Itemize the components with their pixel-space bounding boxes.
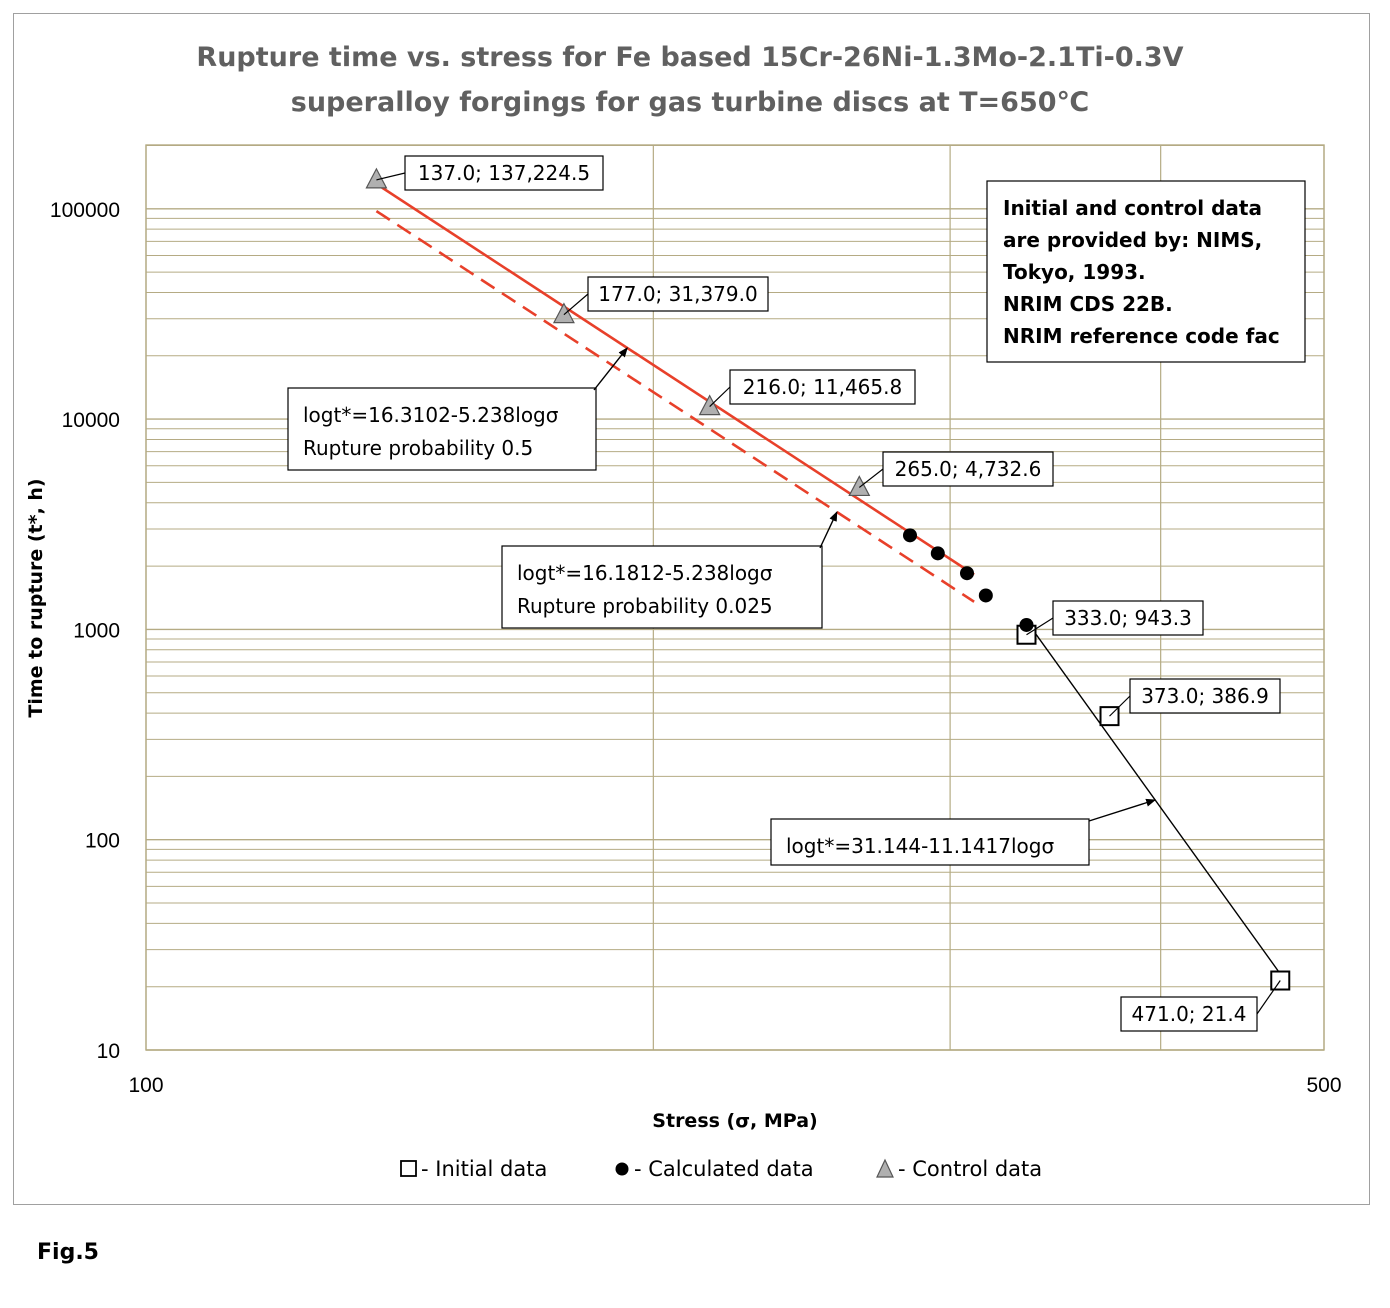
control-data-point xyxy=(698,394,721,416)
source-note: Initial and control data are provided by… xyxy=(986,180,1306,363)
legend-marker-control xyxy=(876,1158,894,1178)
equation-arrow xyxy=(593,347,628,391)
y-tick-label: 10000 xyxy=(62,409,120,432)
point-label-leader xyxy=(1026,617,1054,636)
source-note-line: NRIM CDS 22B. xyxy=(1003,292,1173,316)
equation-arrow xyxy=(819,511,838,549)
y-tick-label: 1000 xyxy=(73,619,120,642)
point-label-leader xyxy=(709,386,731,408)
chart-title: Rupture time vs. stress for Fe based 15C… xyxy=(196,42,1183,118)
equation-label: logt*=31.144-11.1417logσ xyxy=(786,834,1054,858)
figure-label: Fig.5 xyxy=(37,1240,99,1265)
point-label-box xyxy=(587,276,769,312)
y-tick-label: 10 xyxy=(97,1040,120,1063)
x-axis-label: Stress (σ, MPa) xyxy=(652,1110,817,1132)
point-label-leader xyxy=(858,468,884,488)
chart-title-line-2: superalloy forgings for gas turbine disc… xyxy=(291,87,1089,118)
fit-line-solid-red xyxy=(375,182,975,576)
calculated-data-point xyxy=(1019,617,1034,632)
point-label-leader xyxy=(1109,695,1131,717)
point-label-box xyxy=(729,369,916,405)
point-label: 265.0; 4,732.6 xyxy=(895,457,1042,481)
equation-label: logt*=16.3102-5.238logσ xyxy=(303,403,559,427)
annotations: 137.0; 137,224.5 177.0; 31,379.0 216.0; 11… xyxy=(287,155,1281,1032)
plot-border xyxy=(145,144,1325,1051)
calculated-data-point xyxy=(959,566,974,581)
axis-ticks: 10 100 1000 10000 100000 100 500 xyxy=(50,199,1342,1097)
point-label: 177.0; 31,379.0 xyxy=(598,282,757,306)
calculated-data-point xyxy=(930,546,945,561)
source-note-line: NRIM reference code fac xyxy=(1003,324,1280,348)
point-label-box xyxy=(1052,600,1204,636)
equation-label: Rupture probability 0.025 xyxy=(517,594,773,618)
x-tick-label: 500 xyxy=(1306,1074,1341,1097)
point-label-leader xyxy=(1256,980,1281,1015)
point-label-leader xyxy=(376,172,406,181)
legend-label-calculated: - Calculated data xyxy=(634,1157,814,1181)
fit-line-dashed-red xyxy=(375,210,975,603)
equation-label: Rupture probability 0.5 xyxy=(303,436,533,460)
legend-marker-calculated xyxy=(615,1162,629,1176)
fit-lines xyxy=(375,182,1281,975)
data-points xyxy=(365,167,1291,991)
x-tick-label: 100 xyxy=(128,1074,163,1097)
point-label: 471.0; 21.4 xyxy=(1132,1002,1247,1026)
point-label: 333.0; 943.3 xyxy=(1064,606,1192,630)
legend: - Initial data - Calculated data - Contr… xyxy=(400,1157,1042,1181)
chart: Rupture time vs. stress for Fe based 15C… xyxy=(25,42,1342,1181)
fit-line-solid-black xyxy=(1025,620,1281,975)
y-tick-label: 100000 xyxy=(50,199,120,222)
point-label-leader xyxy=(563,293,589,316)
source-note-line: Tokyo, 1993. xyxy=(1003,260,1146,284)
source-note-line: are provided by: NIMS, xyxy=(1003,228,1262,252)
equation-arrow xyxy=(1088,798,1157,822)
equation-box xyxy=(287,387,597,471)
legend-label-initial: - Initial data xyxy=(421,1157,547,1181)
y-tick-label: 100 xyxy=(85,830,120,853)
equation-label: logt*=16.1812-5.238logσ xyxy=(517,561,773,585)
legend-marker-initial xyxy=(400,1160,417,1177)
point-label: 216.0; 11,465.8 xyxy=(743,375,902,399)
point-label-box xyxy=(1120,996,1258,1032)
equation-box xyxy=(501,545,823,629)
calculated-data-point xyxy=(978,588,993,603)
y-axis-label: Time to rupture (t*, h) xyxy=(25,478,47,717)
control-data-point xyxy=(552,302,575,324)
calculated-data-point xyxy=(902,528,917,543)
point-label: 373.0; 386.9 xyxy=(1141,684,1269,708)
point-label-box xyxy=(882,451,1054,487)
chart-title-line-1: Rupture time vs. stress for Fe based 15C… xyxy=(196,42,1183,73)
equation-box xyxy=(770,818,1090,866)
point-label-box xyxy=(404,155,604,191)
point-label-box xyxy=(1129,678,1281,714)
source-note-line: Initial and control data xyxy=(1003,196,1262,220)
point-label: 137.0; 137,224.5 xyxy=(418,161,590,185)
control-data-point xyxy=(848,475,871,497)
legend-label-control: - Control data xyxy=(898,1157,1042,1181)
